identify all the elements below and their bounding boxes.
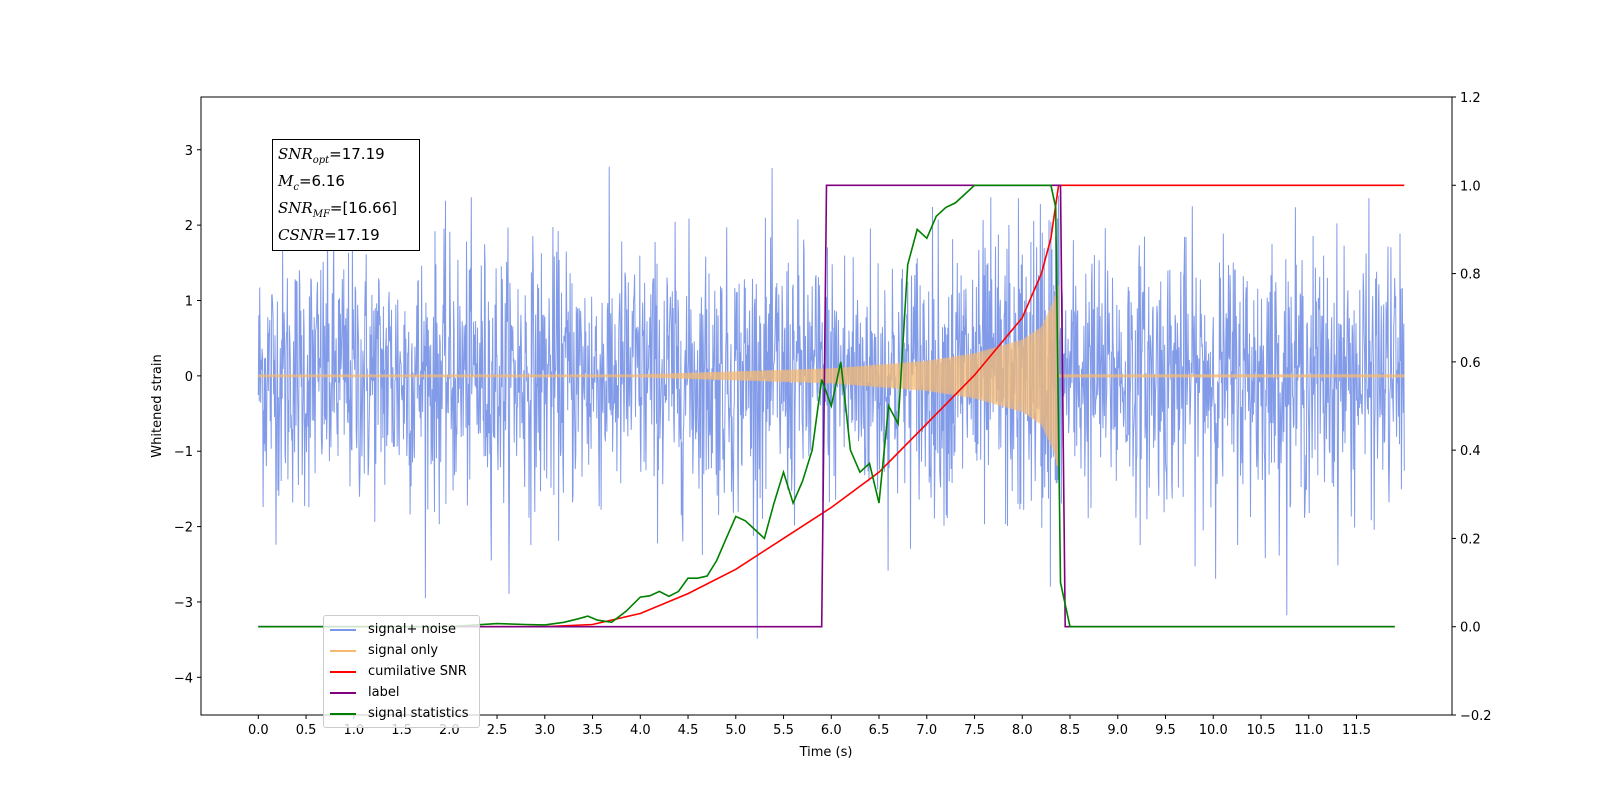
x-tick-label: 0.5: [296, 723, 317, 738]
x-tick-label: 7.0: [916, 723, 937, 738]
x-tick-label: 8.5: [1060, 723, 1081, 738]
y-tick-label: −4: [174, 671, 193, 686]
legend-label: signal+ noise: [368, 622, 457, 637]
x-tick-label: 5.5: [773, 723, 794, 738]
x-tick-label: 10.0: [1199, 723, 1228, 738]
axes-frame: [200, 96, 1453, 716]
y-axis-label: Whitened strain: [150, 354, 165, 457]
snr-mf-row: SNRMF=[16.66]: [278, 199, 398, 220]
legend-label: label: [368, 685, 400, 700]
y2-tick-label: 0.0: [1460, 621, 1481, 636]
legend-label: signal only: [368, 643, 439, 658]
y2-tick-label: 1.2: [1460, 91, 1481, 106]
snr-mf-value: =[16.66]: [329, 199, 398, 217]
y-tick-label: −3: [174, 596, 193, 611]
y2-tick-label: −0.2: [1460, 709, 1492, 724]
csnr-value: =17.19: [324, 226, 380, 244]
x-tick-label: 9.0: [1107, 723, 1128, 738]
legend-swatch: [330, 670, 356, 673]
x-tick-label: 7.5: [964, 723, 985, 738]
legend-item-signal-statistics: signal statistics: [324, 703, 479, 724]
y-tick-label: −2: [174, 521, 193, 536]
signal-only-line: [257, 285, 1405, 467]
y-tick-label: 0: [185, 370, 193, 385]
y-tick-label: 2: [185, 219, 193, 234]
snr-opt-value: =17.19: [329, 145, 385, 163]
signal-statistics-line: [258, 184, 1395, 628]
x-axis-label: Time (s): [799, 745, 853, 760]
y2-tick-label: 1.0: [1460, 179, 1481, 194]
y-tick-label: 3: [185, 144, 193, 159]
legend-swatch: [330, 712, 356, 715]
legend-label: cumilative SNR: [368, 664, 467, 679]
x-tick-label: 6.0: [821, 723, 842, 738]
y2-tick-label: 0.2: [1460, 532, 1481, 547]
x-tick-label: 9.5: [1155, 723, 1176, 738]
legend-item-cumulative-snr: cumilative SNR: [324, 661, 479, 682]
x-tick-label: 3.5: [582, 723, 603, 738]
y2-tick-label: 0.4: [1460, 444, 1481, 459]
info-box: SNRopt=17.19 Mc=6.16 SNRMF=[16.66] CSNR=…: [272, 139, 420, 251]
legend-label: signal statistics: [368, 706, 469, 721]
x-tick-label: 11.0: [1294, 723, 1323, 738]
snr-opt-row: SNRopt=17.19: [278, 145, 385, 166]
x-tick-label: 3.0: [534, 723, 555, 738]
legend-item-signal-noise: signal+ noise: [324, 619, 479, 640]
x-tick-label: 11.5: [1342, 723, 1371, 738]
legend-item-signal-only: signal only: [324, 640, 479, 661]
series-group: [257, 166, 1405, 639]
x-tick-label: 4.5: [678, 723, 699, 738]
legend-swatch: [330, 628, 356, 631]
x-tick-label: 4.0: [630, 723, 651, 738]
x-tick-label: 0.0: [248, 723, 269, 738]
y2-tick-label: 0.8: [1460, 268, 1481, 283]
x-tick-label: 2.5: [487, 723, 508, 738]
y-tick-label: −1: [174, 445, 193, 460]
plot-area: [257, 166, 1405, 639]
legend: signal+ noise signal only cumilative SNR…: [323, 615, 480, 728]
x-tick-label: 6.5: [869, 723, 890, 738]
csnr-row: CSNR=17.19: [278, 226, 380, 244]
legend-item-label: label: [324, 682, 479, 703]
x-tick-label: 5.0: [725, 723, 746, 738]
mc-row: Mc=6.16: [278, 172, 345, 193]
x-tick-label: 10.5: [1247, 723, 1276, 738]
y2-tick-label: 0.6: [1460, 356, 1481, 371]
x-tick-label: 8.0: [1012, 723, 1033, 738]
mc-value: =6.16: [298, 172, 345, 190]
legend-swatch: [330, 649, 356, 652]
y-tick-label: 1: [185, 294, 193, 309]
legend-swatch: [330, 691, 356, 694]
